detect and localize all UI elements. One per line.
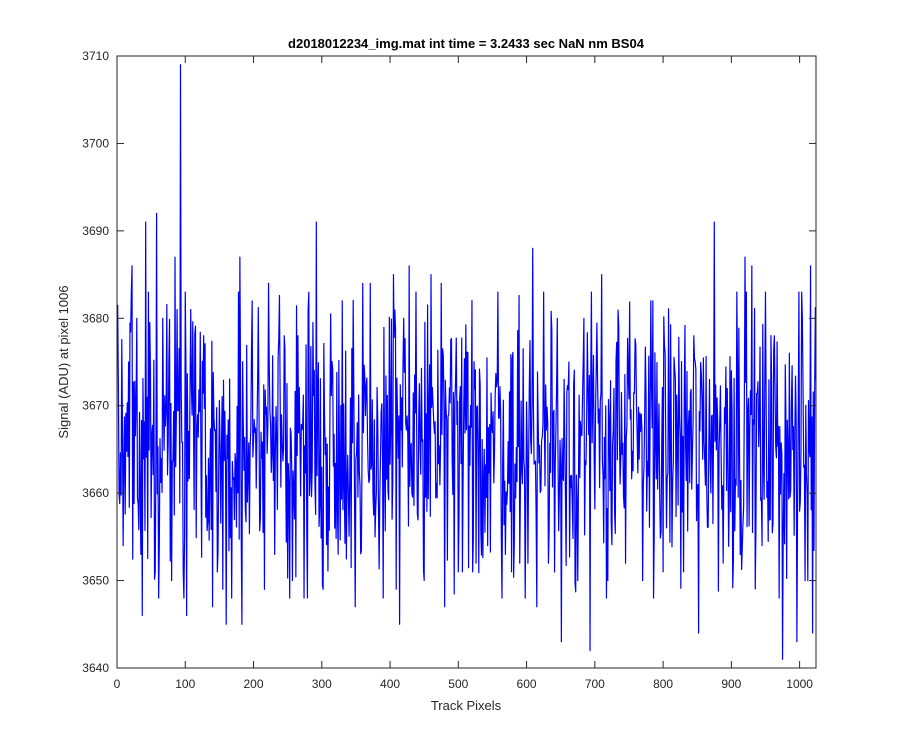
- y-tick-label: 3650: [82, 574, 109, 588]
- chart-title: d2018012234_img.mat int time = 3.2433 se…: [288, 36, 645, 51]
- y-tick-label: 3640: [82, 661, 109, 675]
- y-tick-label: 3690: [82, 224, 109, 238]
- y-tick-label: 3670: [82, 399, 109, 413]
- x-tick-label: 300: [312, 677, 332, 691]
- x-tick-label: 800: [653, 677, 673, 691]
- x-tick-label: 400: [380, 677, 400, 691]
- x-tick-label: 500: [448, 677, 468, 691]
- y-axis-label: Signal (ADU) at pixel 1006: [56, 285, 71, 438]
- y-tick-label: 3660: [82, 486, 109, 500]
- x-tick-label: 0: [114, 677, 121, 691]
- x-tick-label: 100: [175, 677, 195, 691]
- x-tick-label: 900: [721, 677, 741, 691]
- y-tick-label: 3680: [82, 311, 109, 325]
- signal-series-line: [117, 64, 816, 660]
- y-tick-label: 3700: [82, 136, 109, 150]
- x-tick-label: 1000: [786, 677, 813, 691]
- x-tick-label: 700: [585, 677, 605, 691]
- y-tick-label: 3710: [82, 49, 109, 63]
- x-tick-label: 600: [517, 677, 537, 691]
- x-axis-label: Track Pixels: [431, 698, 502, 713]
- x-tick-label: 200: [244, 677, 264, 691]
- axes-box: [116, 55, 817, 669]
